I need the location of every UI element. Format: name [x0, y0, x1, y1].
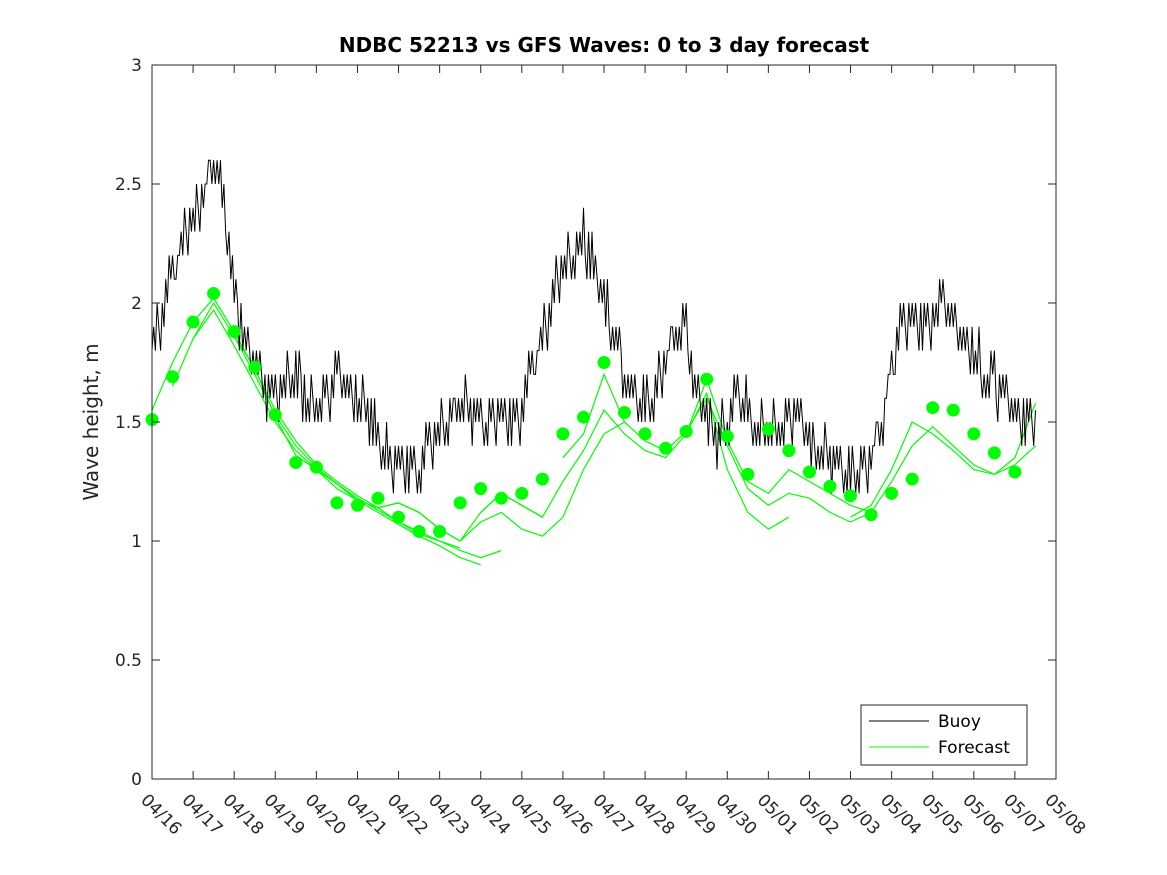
y-tick-label: 0.5: [115, 651, 142, 671]
x-tick-label: 04/16: [136, 790, 185, 839]
forecast-point: [720, 429, 734, 443]
x-tick-label: 05/05: [917, 790, 966, 839]
forecast-point: [577, 410, 590, 424]
chart-title: NDBC 52213 vs GFS Waves: 0 to 3 day fore…: [339, 33, 870, 57]
y-axis-label: Wave height, m: [79, 343, 103, 500]
forecast-run-line: [480, 391, 790, 530]
x-tick-label: 05/02: [794, 790, 843, 839]
forecast-point: [412, 525, 426, 538]
forecast-point: [330, 496, 344, 510]
x-tick-label: 04/22: [383, 790, 432, 839]
x-tick-label: 04/29: [671, 790, 720, 839]
forecast-point: [515, 486, 529, 500]
forecast-run-line: [171, 308, 481, 566]
forecast-point: [967, 427, 981, 441]
forecast-point: [638, 427, 652, 441]
y-tick-label: 0: [131, 770, 142, 790]
forecast-point: [371, 491, 385, 505]
forecast-point: [351, 498, 364, 512]
y-tick-label: 1: [131, 532, 142, 552]
x-tick-label: 04/28: [630, 790, 679, 839]
forecast-point: [453, 496, 467, 510]
x-tick-label: 05/06: [958, 790, 1007, 839]
forecast-point: [782, 444, 796, 458]
forecast-point: [186, 315, 200, 329]
x-tick-label: 04/20: [301, 790, 350, 839]
forecast-point: [268, 408, 282, 422]
forecast-point: [166, 370, 179, 384]
x-tick-label: 05/01: [753, 790, 802, 839]
legend-forecast-label: Forecast: [938, 738, 1010, 758]
buoy-line: [151, 159, 1036, 494]
forecast-point: [1008, 465, 1022, 479]
forecast-point: [761, 422, 775, 436]
x-tick-label: 04/27: [588, 790, 637, 839]
forecast-point: [392, 510, 405, 524]
plot-background: [152, 65, 1056, 779]
forecast-point: [741, 467, 755, 481]
x-tick-label: 04/17: [178, 790, 227, 839]
forecast-point: [926, 401, 940, 415]
x-tick-label: 04/18: [219, 790, 268, 839]
analysis-points: [145, 287, 1022, 538]
forecast-run-line: [562, 372, 872, 523]
forecast-point: [823, 479, 837, 493]
forecast-point: [618, 406, 631, 419]
x-tick-label: 04/24: [465, 790, 514, 839]
x-tick-label: 05/04: [876, 790, 925, 839]
forecast-point: [535, 472, 549, 486]
forecast-point: [885, 486, 899, 500]
x-tick-label: 04/19: [260, 790, 309, 839]
x-tick-label: 05/03: [835, 790, 884, 839]
forecast-point: [679, 425, 693, 438]
forecast-point: [803, 465, 816, 479]
forecast-point: [946, 403, 960, 417]
legend-buoy-label: Buoy: [938, 712, 981, 732]
y-tick-label: 1.5: [115, 413, 142, 433]
forecast-point: [289, 456, 303, 469]
y-tick-label: 2.5: [115, 175, 142, 195]
y-axis: 0 0.5 1 1.5 2 2.5 3: [115, 56, 1056, 790]
x-tick-label: 04/26: [547, 790, 596, 839]
forecast-point: [659, 441, 673, 455]
forecast-point: [556, 427, 570, 441]
buoy-line-group: [151, 159, 1036, 494]
forecast-point: [433, 525, 447, 538]
y-tick-label: 3: [131, 56, 142, 76]
forecast-point: [309, 460, 323, 474]
forecast-point: [597, 356, 611, 369]
forecast-point: [987, 446, 1001, 460]
legend: Buoy Forecast: [860, 704, 1028, 766]
x-tick-label: 05/07: [999, 790, 1048, 839]
forecast-run-line: [316, 421, 625, 542]
forecast-point: [864, 508, 878, 522]
forecast-point: [248, 360, 262, 374]
forecast-point: [494, 491, 508, 505]
x-tick-label: 04/21: [342, 790, 391, 839]
x-tick-label: 04/25: [506, 790, 555, 839]
forecast-run-line: [151, 297, 461, 549]
legend-box: [860, 704, 1028, 766]
forecast-run-line: [192, 301, 502, 559]
forecast-point: [227, 325, 241, 339]
forecast-point: [474, 482, 488, 496]
forecast-lines: [151, 297, 1037, 566]
x-tick-label: 04/30: [712, 790, 761, 839]
forecast-point: [905, 472, 919, 486]
forecast-run-line: [850, 402, 1037, 518]
forecast-point: [700, 372, 714, 386]
x-tick-label: 04/23: [424, 790, 473, 839]
forecast-point: [844, 489, 857, 503]
x-tick-label: 05/08: [1040, 790, 1089, 839]
forecast-point: [207, 287, 221, 300]
y-tick-label: 2: [131, 294, 142, 314]
